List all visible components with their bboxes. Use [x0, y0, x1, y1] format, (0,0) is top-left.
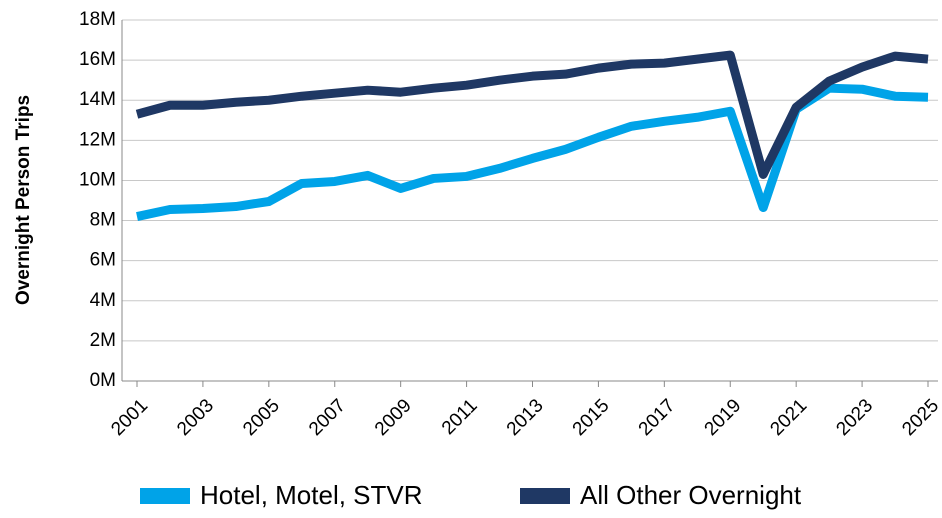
- y-tick-label: 4M: [90, 290, 116, 311]
- legend-swatch: [520, 488, 570, 504]
- x-tick-label: 2025: [898, 395, 942, 440]
- y-tick-label: 0M: [90, 370, 116, 391]
- x-tick-label: 2005: [239, 395, 284, 440]
- y-tick-label: 12M: [79, 129, 116, 150]
- y-tick-label: 18M: [79, 9, 116, 30]
- series-line: [135, 50, 929, 179]
- x-tick-label: 2011: [438, 395, 482, 439]
- x-tick-label: 2001: [107, 395, 152, 440]
- x-tick-label: 2015: [569, 395, 614, 440]
- y-tick-label: 6M: [90, 250, 116, 271]
- x-tick-label: 2003: [173, 395, 218, 440]
- x-tick-label: 2007: [305, 395, 350, 440]
- x-tick-label: 2017: [635, 395, 680, 440]
- legend-label: All Other Overnight: [580, 480, 802, 510]
- x-tick-label: 2023: [832, 395, 877, 440]
- legend-label: Hotel, Motel, STVR: [200, 480, 423, 510]
- y-tick-label: 8M: [90, 210, 116, 231]
- y-tick-label: 2M: [90, 330, 116, 351]
- x-tick-label: 2009: [371, 395, 416, 440]
- x-tick-label: 2019: [701, 395, 746, 440]
- y-tick-label: 14M: [79, 89, 116, 110]
- y-tick-label: 10M: [79, 169, 116, 190]
- series-line: [136, 83, 929, 221]
- x-tick-label: 2013: [503, 395, 548, 440]
- legend-swatch: [140, 488, 190, 504]
- y-tick-label: 16M: [79, 49, 116, 70]
- y-axis-label: Overnight Person Trips: [13, 95, 34, 305]
- x-tick-label: 2021: [767, 395, 812, 440]
